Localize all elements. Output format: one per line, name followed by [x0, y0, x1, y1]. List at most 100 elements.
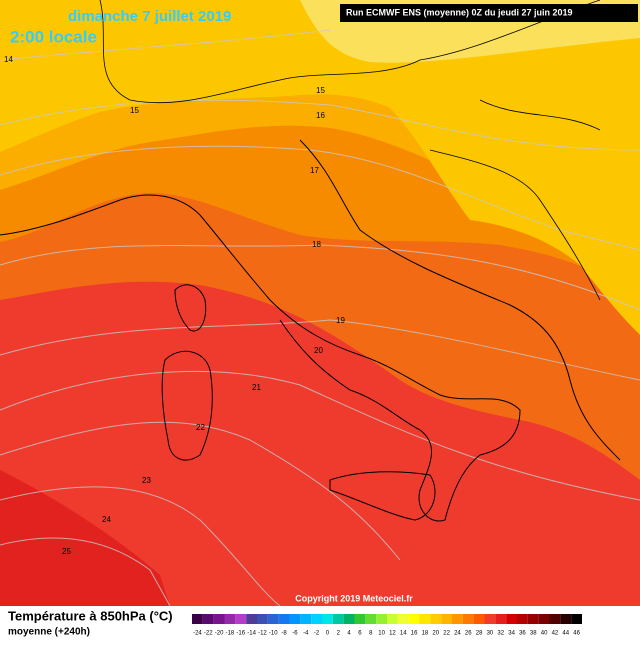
scale-label: 10 [378, 631, 385, 637]
scale-swatch [538, 614, 550, 624]
scale-label: -6 [292, 631, 298, 637]
scale-swatch [387, 614, 398, 624]
scale-label: -14 [247, 631, 256, 637]
italy-coast [0, 194, 521, 522]
scale-label: 42 [552, 631, 559, 637]
scale-label: 16 [411, 631, 418, 637]
scale-swatch [495, 614, 507, 624]
color-scale: -24 -22 -20 -18 -16 -14 -12 -10 -8 -6 -4 -2 0 2 4 6 8 10 1… [192, 614, 582, 637]
isotherm [0, 537, 171, 607]
scale-label: -4 [303, 631, 309, 637]
legend-subtitle: moyenne (+240h) [8, 627, 90, 638]
scale-swatch [517, 614, 528, 624]
isotherm [0, 29, 331, 61]
scale-swatch [484, 614, 496, 624]
scale-label: -12 [258, 631, 267, 637]
contour-label: 22 [196, 423, 205, 432]
scale-label: 32 [497, 631, 504, 637]
scale-label: 0 [326, 631, 330, 637]
map-time: 2:00 locale [10, 27, 97, 46]
scale-label: 6 [358, 631, 362, 637]
scale-swatch [289, 614, 301, 624]
scale-swatch [311, 614, 322, 624]
scale-label: -20 [215, 631, 224, 637]
scale-label: 8 [369, 631, 373, 637]
run-info: Run ECMWF ENS (moyenne) 0Z du jeudi 27 j… [346, 7, 573, 17]
scale-swatch [397, 614, 409, 624]
scale-swatch [213, 614, 225, 624]
isotherms [0, 29, 640, 607]
scale-swatch [441, 614, 452, 624]
contour-label: 19 [336, 316, 345, 325]
sardinia [161, 350, 213, 461]
alpine-borders [99, 0, 601, 104]
scale-label: 22 [443, 631, 450, 637]
isotherm [0, 145, 640, 251]
scale-swatch [278, 614, 290, 624]
scale-label: 4 [347, 631, 351, 637]
scale-swatch [560, 614, 572, 624]
isotherm [0, 421, 401, 561]
scale-label: 12 [389, 631, 396, 637]
contour-label: 18 [312, 240, 321, 249]
scale-swatch [300, 614, 312, 624]
isotherm [0, 486, 281, 607]
scale-label: -24 [193, 631, 202, 637]
adriatic-coast [299, 139, 621, 461]
scale-swatch [224, 614, 236, 624]
scale-swatch [246, 614, 257, 624]
scale-swatch [343, 614, 355, 624]
run-box [340, 4, 638, 22]
legend-title: Température à 850hPa (°C) [8, 608, 173, 623]
scale-label: -10 [269, 631, 278, 637]
scale-swatch [376, 614, 387, 624]
band-yellow [0, 0, 640, 335]
legend: Température à 850hPa (°C) moyenne (+240h… [8, 608, 582, 638]
scale-label: 36 [519, 631, 526, 637]
scale-swatch [332, 614, 344, 624]
scale-swatch [235, 614, 247, 624]
isotherm [0, 370, 640, 501]
scale-swatch [202, 614, 214, 624]
balkan-borders [429, 99, 601, 301]
scale-label: 28 [476, 631, 483, 637]
scale-swatch [322, 614, 333, 624]
scale-swatch [419, 614, 431, 624]
copyright: Copyright 2019 Meteociel.fr [295, 593, 413, 603]
scale-swatch [257, 614, 268, 624]
scale-swatch [473, 614, 485, 624]
isotherm [0, 319, 640, 381]
scale-swatch [506, 614, 517, 624]
scale-swatch [267, 614, 279, 624]
contour-label: 15 [130, 106, 139, 115]
coastlines [0, 0, 621, 522]
scale-swatch [549, 614, 561, 624]
contour-label: 24 [102, 515, 111, 524]
contour-label: 20 [314, 346, 323, 355]
contour-label: 16 [316, 111, 325, 120]
contour-label: 21 [252, 383, 261, 392]
map: 14 15 15 16 17 18 19 20 21 22 23 24 25 dimanche 7 ju… [0, 0, 640, 607]
scale-swatch [408, 614, 420, 624]
contour-label: 17 [310, 166, 319, 175]
corsica [174, 284, 207, 332]
scale-swatch [192, 614, 203, 624]
scale-label: 18 [422, 631, 429, 637]
scale-label: -2 [314, 631, 320, 637]
sicily [329, 471, 436, 521]
scale-label: 20 [432, 631, 439, 637]
contour-label: 15 [316, 86, 325, 95]
scale-label: 34 [508, 631, 515, 637]
contour-label: 25 [62, 547, 71, 556]
scale-label: 2 [337, 631, 341, 637]
scale-label: 46 [573, 631, 580, 637]
scale-label: -16 [236, 631, 245, 637]
contour-labels: 14 15 15 16 17 18 19 20 21 22 23 24 25 [4, 55, 345, 556]
scale-label: 26 [465, 631, 472, 637]
scale-label: 30 [487, 631, 494, 637]
scale-swatch [365, 614, 377, 624]
scale-label: 40 [541, 631, 548, 637]
isotherm [0, 244, 640, 311]
isotherm [0, 99, 640, 151]
